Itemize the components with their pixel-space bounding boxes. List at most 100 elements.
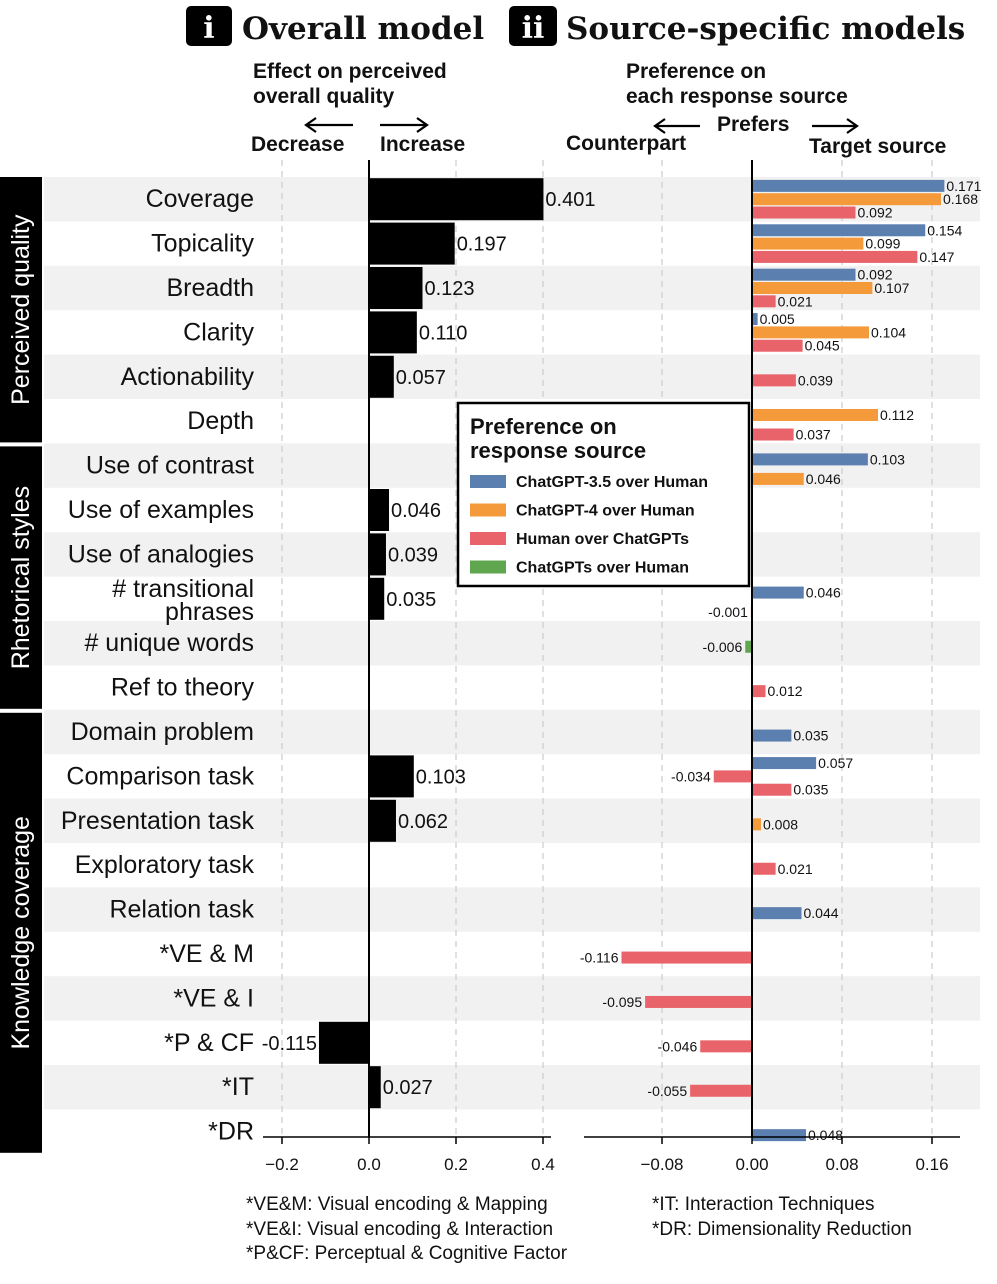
category-label: # transitional [112, 575, 254, 603]
left-tick-label: 0.4 [531, 1155, 555, 1174]
overall-bar [369, 533, 386, 576]
overall-bar [369, 355, 394, 398]
legend-swatch [470, 503, 506, 517]
category-label: Use of analogies [68, 540, 254, 568]
source-bar-label: -0.116 [580, 950, 619, 966]
category-label: # unique words [84, 629, 254, 657]
left-decrease-label: Decrease [251, 133, 344, 156]
category-label: Depth [187, 407, 254, 435]
category-label: Use of contrast [86, 452, 254, 480]
source-bar [752, 729, 792, 742]
row-band [44, 354, 980, 399]
source-bar-label: 0.046 [806, 585, 841, 601]
source-bar [752, 1129, 806, 1142]
overall-bar [369, 577, 385, 620]
footnote-dr: *DR: Dimensionality Reduction [652, 1219, 912, 1240]
source-bar [752, 206, 856, 219]
left-tick-label: 0.0 [357, 1155, 381, 1174]
source-bar-label: 0.021 [778, 293, 813, 309]
source-bar [752, 862, 776, 875]
overall-bar-label: 0.103 [416, 766, 466, 788]
row-band [44, 1065, 980, 1110]
category-label: Domain problem [71, 718, 254, 746]
left-arrow-icon [304, 117, 353, 133]
group-label: Perceived quality [7, 214, 35, 405]
source-bar-label: 0.092 [858, 205, 893, 221]
footnote-it: *IT: Interaction Techniques [652, 1194, 875, 1215]
overall-bar-label: 0.035 [386, 589, 436, 611]
group-bar [0, 177, 42, 443]
source-bar-label: 0.171 [946, 178, 981, 194]
grid-lines [281, 160, 933, 1137]
source-bar-label: -0.006 [703, 639, 743, 655]
source-bar-label: 0.008 [763, 816, 798, 832]
category-label: Breadth [166, 274, 254, 302]
legend: Preference on response source ChatGPT-3.… [456, 401, 751, 588]
category-label: *VE & I [173, 984, 254, 1012]
source-bar-label: -0.046 [658, 1038, 698, 1054]
source-bar [752, 326, 869, 339]
category-label: *VE & M [160, 940, 254, 968]
source-bar-label: 0.107 [874, 280, 909, 296]
overall-model-title: Overall model [242, 11, 484, 47]
group-bar [0, 712, 42, 1153]
source-bar [621, 951, 752, 964]
right-tick-label: 0.16 [915, 1155, 948, 1174]
badge-ii-text: ii [522, 11, 545, 46]
overall-bar [369, 755, 414, 798]
category-label: Comparison task [66, 762, 254, 790]
left-subtitle-1: Effect on perceived [253, 60, 447, 83]
source-bar [713, 770, 752, 783]
source-bar [752, 237, 864, 250]
source-bar [690, 1084, 752, 1097]
source-bar [752, 408, 878, 421]
source-bar [752, 428, 794, 441]
category-label: Use of examples [68, 496, 254, 524]
source-bar-label: 0.168 [943, 191, 978, 207]
source-bar-label: 0.048 [808, 1127, 843, 1143]
overall-bar-label: 0.027 [383, 1077, 433, 1099]
row-band [44, 887, 980, 932]
group-bar [0, 446, 42, 709]
overall-bar [369, 267, 423, 309]
header: i Overall model ii Source-specific model… [186, 6, 965, 158]
source-bar [752, 472, 804, 485]
source-bar [752, 268, 856, 281]
right-subtitle-2: each response source [626, 85, 848, 108]
counterpart-arrow-icon [653, 118, 700, 134]
overall-bars: 0.401 0.197 0.123 0.110 0.057 0.046 0.039 0.035… [262, 178, 595, 1109]
overall-bar-label: 0.039 [388, 544, 438, 566]
source-bar [752, 818, 761, 831]
source-bar [752, 453, 868, 466]
overall-bar-label: 0.046 [391, 500, 441, 522]
footnote-vem: *VE&M: Visual encoding & Mapping [246, 1194, 548, 1215]
legend-item-label: ChatGPT-3.5 over Human [516, 474, 708, 491]
category-label: Ref to theory [111, 674, 255, 702]
category-label: Actionability [121, 363, 255, 391]
legend-title-1: Preference on [470, 414, 617, 439]
footnotes: *VE&M: Visual encoding & Mapping *VE&I: … [246, 1194, 912, 1264]
row-band [44, 709, 980, 755]
right-tick-label: −0.08 [640, 1155, 683, 1174]
legend-item-label: ChatGPTs over Human [516, 560, 689, 577]
category-label: Relation task [109, 896, 254, 924]
overall-bar [369, 1066, 381, 1109]
source-bar [752, 224, 926, 237]
legend-item-label: Human over ChatGPTs [516, 531, 689, 548]
category-label: Presentation task [61, 807, 255, 835]
right-target-label: Target source [809, 135, 946, 158]
row-band [44, 976, 980, 1021]
source-bar-label: 0.037 [796, 427, 831, 443]
source-bar-label: 0.147 [919, 249, 954, 265]
row-band [44, 621, 980, 666]
overall-bar-label: 0.062 [398, 811, 448, 833]
right-counterpart-label: Counterpart [566, 132, 686, 155]
category-label: *P & CF [164, 1029, 254, 1057]
source-bar [752, 193, 941, 206]
source-models-title: Source-specific models [566, 11, 965, 47]
overall-bar [318, 1021, 369, 1064]
source-bars: 0.1710.1680.0920.1540.0990.1470.0920.107… [580, 178, 982, 1143]
source-bar [752, 295, 776, 308]
source-bar [752, 757, 817, 770]
legend-swatch [470, 475, 506, 488]
